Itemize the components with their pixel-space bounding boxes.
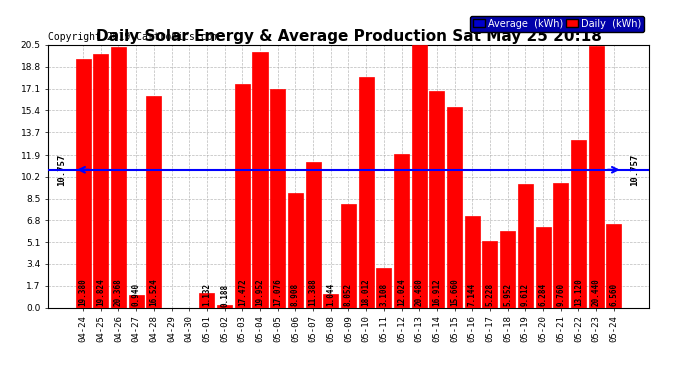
Text: 9.760: 9.760 — [556, 282, 565, 306]
Text: 17.076: 17.076 — [273, 278, 282, 306]
Bar — [553, 183, 569, 308]
Legend: Average  (kWh), Daily  (kWh): Average (kWh), Daily (kWh) — [471, 16, 644, 32]
Bar — [76, 59, 90, 308]
Bar — [589, 46, 604, 308]
Text: 10.757: 10.757 — [631, 154, 640, 186]
Text: 1.132: 1.132 — [202, 282, 211, 306]
Bar — [394, 153, 409, 308]
Bar — [323, 294, 338, 307]
Bar — [535, 227, 551, 308]
Bar — [306, 162, 321, 308]
Text: 1.044: 1.044 — [326, 282, 335, 306]
Bar — [412, 45, 426, 308]
Text: 5.228: 5.228 — [486, 282, 495, 306]
Bar — [93, 54, 108, 307]
Bar — [607, 224, 621, 308]
Text: 8.052: 8.052 — [344, 282, 353, 306]
Bar — [482, 240, 497, 308]
Title: Daily Solar Energy & Average Production Sat May 25 20:18: Daily Solar Energy & Average Production … — [95, 29, 602, 44]
Bar — [359, 77, 374, 308]
Text: 0.188: 0.188 — [220, 284, 229, 307]
Bar — [376, 268, 391, 308]
Text: 18.012: 18.012 — [362, 278, 371, 306]
Text: 16.524: 16.524 — [149, 278, 159, 306]
Text: 5.952: 5.952 — [503, 282, 512, 306]
Text: 0.940: 0.940 — [132, 282, 141, 306]
Bar — [447, 107, 462, 307]
Bar — [128, 296, 144, 307]
Bar — [270, 89, 285, 308]
Text: 16.912: 16.912 — [433, 278, 442, 306]
Bar — [111, 47, 126, 308]
Bar — [341, 204, 356, 308]
Text: 15.660: 15.660 — [450, 278, 459, 306]
Text: 3.108: 3.108 — [380, 282, 388, 306]
Text: 17.472: 17.472 — [238, 278, 247, 306]
Text: 12.024: 12.024 — [397, 278, 406, 306]
Bar — [253, 52, 268, 308]
Bar — [465, 216, 480, 308]
Bar — [518, 184, 533, 308]
Text: 8.908: 8.908 — [291, 282, 300, 306]
Text: 19.824: 19.824 — [97, 278, 106, 306]
Text: 19.952: 19.952 — [255, 278, 264, 306]
Text: 10.757: 10.757 — [57, 154, 66, 186]
Text: 6.284: 6.284 — [538, 282, 548, 306]
Text: Copyright 2019 Cartronics.com: Copyright 2019 Cartronics.com — [48, 32, 219, 42]
Bar — [429, 91, 444, 308]
Bar — [217, 305, 232, 308]
Text: 13.120: 13.120 — [574, 278, 583, 306]
Text: 11.388: 11.388 — [308, 278, 317, 306]
Text: 20.368: 20.368 — [114, 278, 123, 306]
Text: 6.560: 6.560 — [609, 282, 618, 306]
Text: 20.440: 20.440 — [591, 278, 600, 306]
Text: 19.380: 19.380 — [79, 278, 88, 306]
Bar — [500, 231, 515, 308]
Bar — [235, 84, 250, 308]
Bar — [571, 140, 586, 308]
Bar — [146, 96, 161, 308]
Bar — [288, 194, 303, 308]
Bar — [199, 293, 215, 308]
Text: 9.612: 9.612 — [521, 282, 530, 306]
Text: 7.144: 7.144 — [468, 282, 477, 306]
Text: 20.480: 20.480 — [415, 278, 424, 306]
